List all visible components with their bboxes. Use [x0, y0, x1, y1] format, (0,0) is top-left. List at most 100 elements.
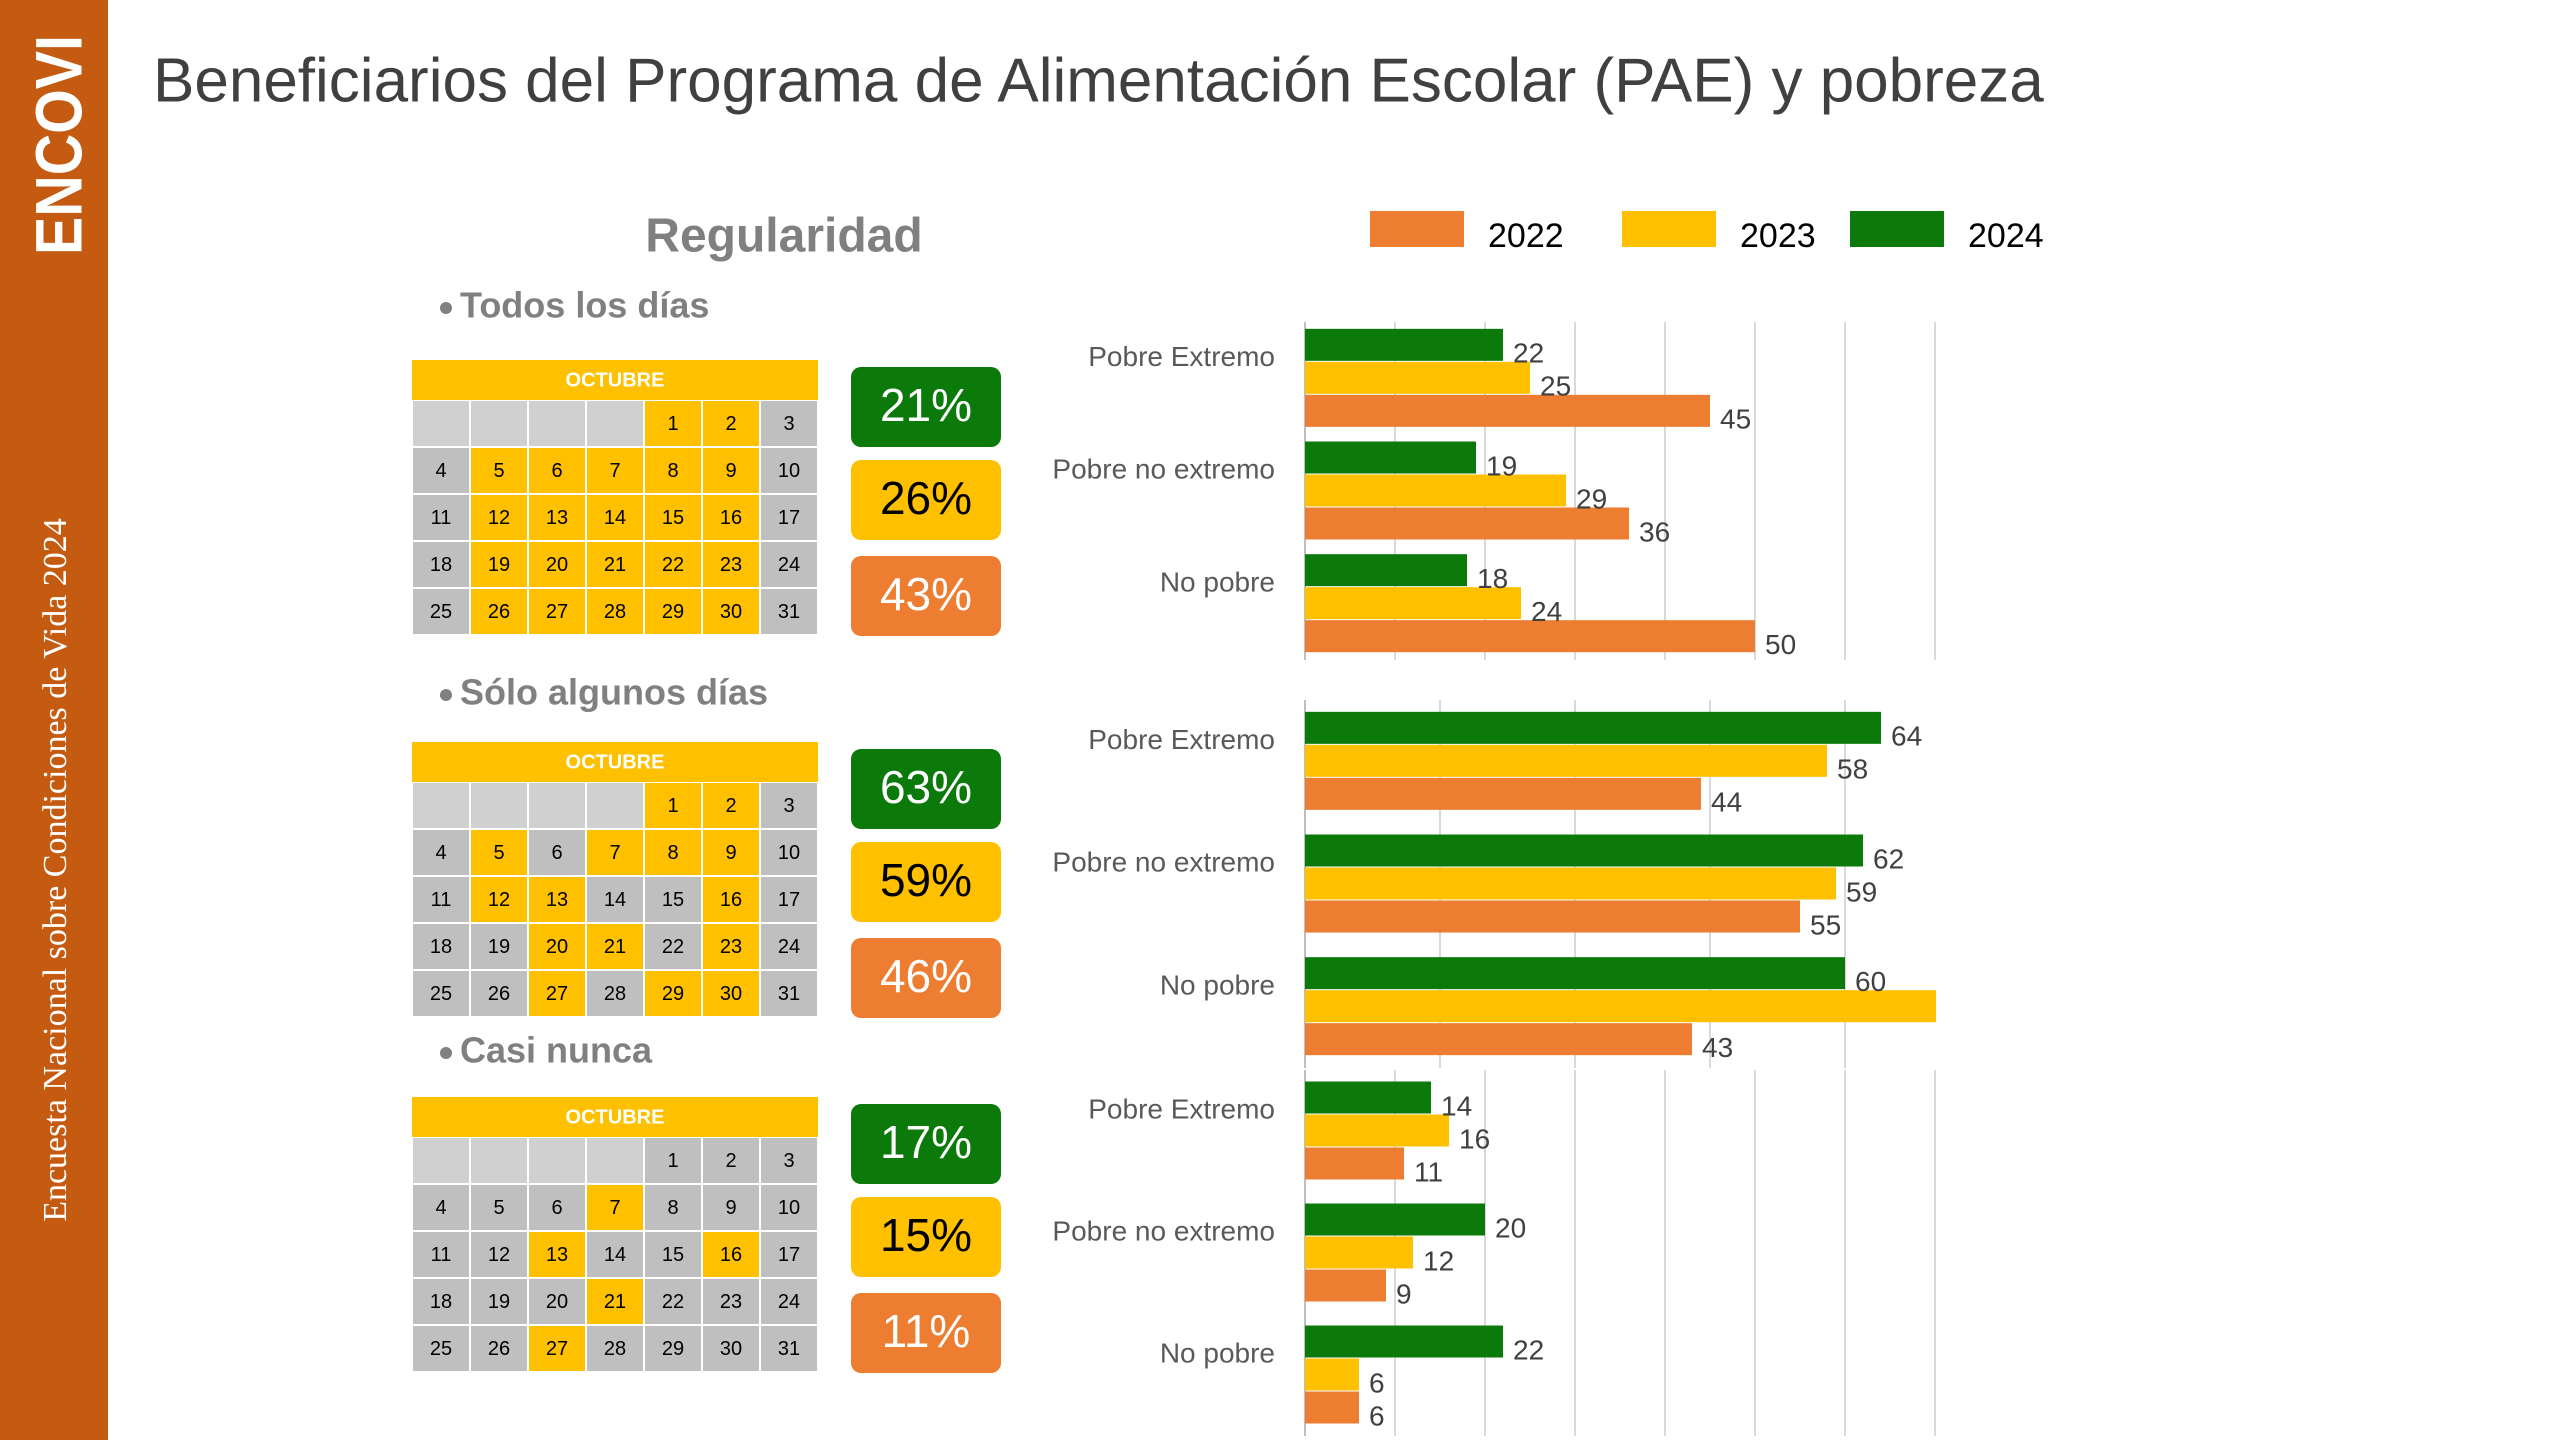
calendar-cell	[703, 924, 759, 969]
calendar-day: 7	[609, 460, 620, 482]
calendar-cell	[761, 924, 817, 969]
category-label: Pobre Extremo	[1088, 1094, 1275, 1125]
value-label: 12	[1423, 1245, 1454, 1276]
calendar-day: 15	[662, 889, 684, 911]
calendar-cell	[761, 1279, 817, 1324]
calendar-day: 6	[551, 460, 562, 482]
calendar-cell	[645, 401, 701, 446]
calendar-cell	[587, 830, 643, 875]
percentage-label: 11%	[882, 1305, 971, 1357]
calendar-cell	[587, 401, 643, 446]
bar	[1305, 1081, 1431, 1114]
percentage-label: 63%	[880, 761, 972, 813]
calendar-day: 9	[725, 460, 736, 482]
legend-swatch	[1370, 211, 1464, 247]
calendar-day: 14	[604, 1244, 626, 1266]
percentage-box	[851, 556, 1001, 636]
value-label: 45	[1720, 404, 1751, 435]
calendar-day: 15	[662, 1244, 684, 1266]
bar	[1305, 744, 1827, 777]
calendar-cell	[413, 589, 469, 634]
calendar-cell	[703, 1232, 759, 1277]
calendar-cell	[471, 877, 527, 922]
calendar-cell	[587, 542, 643, 587]
calendar-cell	[645, 448, 701, 493]
percentage-label: 43%	[880, 568, 972, 620]
calendar-cell	[471, 783, 527, 828]
value-label: 29	[1576, 483, 1607, 514]
calendar-cell	[587, 1185, 643, 1230]
value-label: 14	[1441, 1090, 1472, 1121]
value-label: 6	[1369, 1367, 1385, 1398]
calendar-cell	[761, 542, 817, 587]
value-label: 60	[1855, 966, 1886, 997]
calendar-day: 8	[667, 460, 678, 482]
calendar-day: 8	[667, 1197, 678, 1219]
calendar-day: 17	[778, 889, 800, 911]
calendar-header	[412, 742, 818, 782]
calendar-day: 11	[431, 507, 452, 529]
calendar-cell	[645, 1232, 701, 1277]
bullet	[440, 1047, 452, 1059]
calendar-cell	[529, 542, 585, 587]
bar	[1305, 620, 1755, 653]
percentage-box	[851, 460, 1001, 540]
calendar-day: 12	[488, 889, 510, 911]
category-label: No pobre	[1160, 969, 1275, 1000]
calendar-day: 12	[488, 1244, 510, 1266]
section-label: Sólo algunos días	[460, 672, 768, 713]
calendar-cell	[471, 830, 527, 875]
calendar-day: 13	[546, 889, 568, 911]
calendar-cell	[413, 971, 469, 1016]
calendar-day: 26	[488, 601, 510, 623]
bar	[1305, 1391, 1359, 1424]
calendar-cell	[761, 783, 817, 828]
calendar-day: 12	[488, 507, 510, 529]
bar	[1305, 1325, 1503, 1358]
calendar-cell	[645, 495, 701, 540]
calendar-cell	[703, 495, 759, 540]
calendar-cell	[645, 1185, 701, 1230]
calendar-cell	[471, 495, 527, 540]
calendar-day: 1	[667, 413, 678, 435]
calendar-cell	[587, 589, 643, 634]
calendar-cell	[471, 1279, 527, 1324]
calendar-cell	[587, 1232, 643, 1277]
calendar-cell	[703, 783, 759, 828]
calendar-day: 4	[435, 1197, 446, 1219]
calendar-cell	[413, 1138, 469, 1183]
bar	[1305, 1147, 1404, 1180]
calendar-day: 22	[662, 1291, 684, 1313]
calendar-day: 25	[430, 1338, 452, 1360]
calendar-cell	[529, 448, 585, 493]
bar	[1305, 554, 1467, 587]
percentage-box	[851, 1104, 1001, 1184]
calendar-cell	[645, 830, 701, 875]
slide-title: Beneficiarios del Programa de Alimentaci…	[153, 46, 2044, 115]
bar	[1305, 1114, 1449, 1147]
calendar-cell	[413, 542, 469, 587]
calendar-cell	[413, 1185, 469, 1230]
calendar-day: 24	[778, 936, 800, 958]
calendar-day: 14	[604, 889, 626, 911]
calendar-cell	[529, 1138, 585, 1183]
calendar-day: 22	[662, 554, 684, 576]
calendar-day: 19	[488, 936, 510, 958]
calendar-cell	[645, 924, 701, 969]
calendar-month: OCTUBRE	[566, 1106, 665, 1128]
calendar-cell	[471, 1326, 527, 1371]
calendar-cell	[471, 971, 527, 1016]
calendar-day: 20	[546, 936, 568, 958]
calendar-day: 23	[720, 554, 742, 576]
category-label: Pobre Extremo	[1088, 724, 1275, 755]
value-label: 9	[1396, 1278, 1412, 1309]
calendar-day: 27	[546, 1338, 568, 1360]
value-label: 22	[1513, 338, 1544, 369]
bar	[1305, 1358, 1359, 1391]
bar	[1305, 990, 1936, 1023]
bar	[1305, 507, 1629, 540]
calendar-day: 21	[604, 1291, 626, 1313]
calendar-day: 31	[778, 983, 800, 1005]
calendar-cell	[529, 589, 585, 634]
calendar-day: 30	[720, 983, 742, 1005]
